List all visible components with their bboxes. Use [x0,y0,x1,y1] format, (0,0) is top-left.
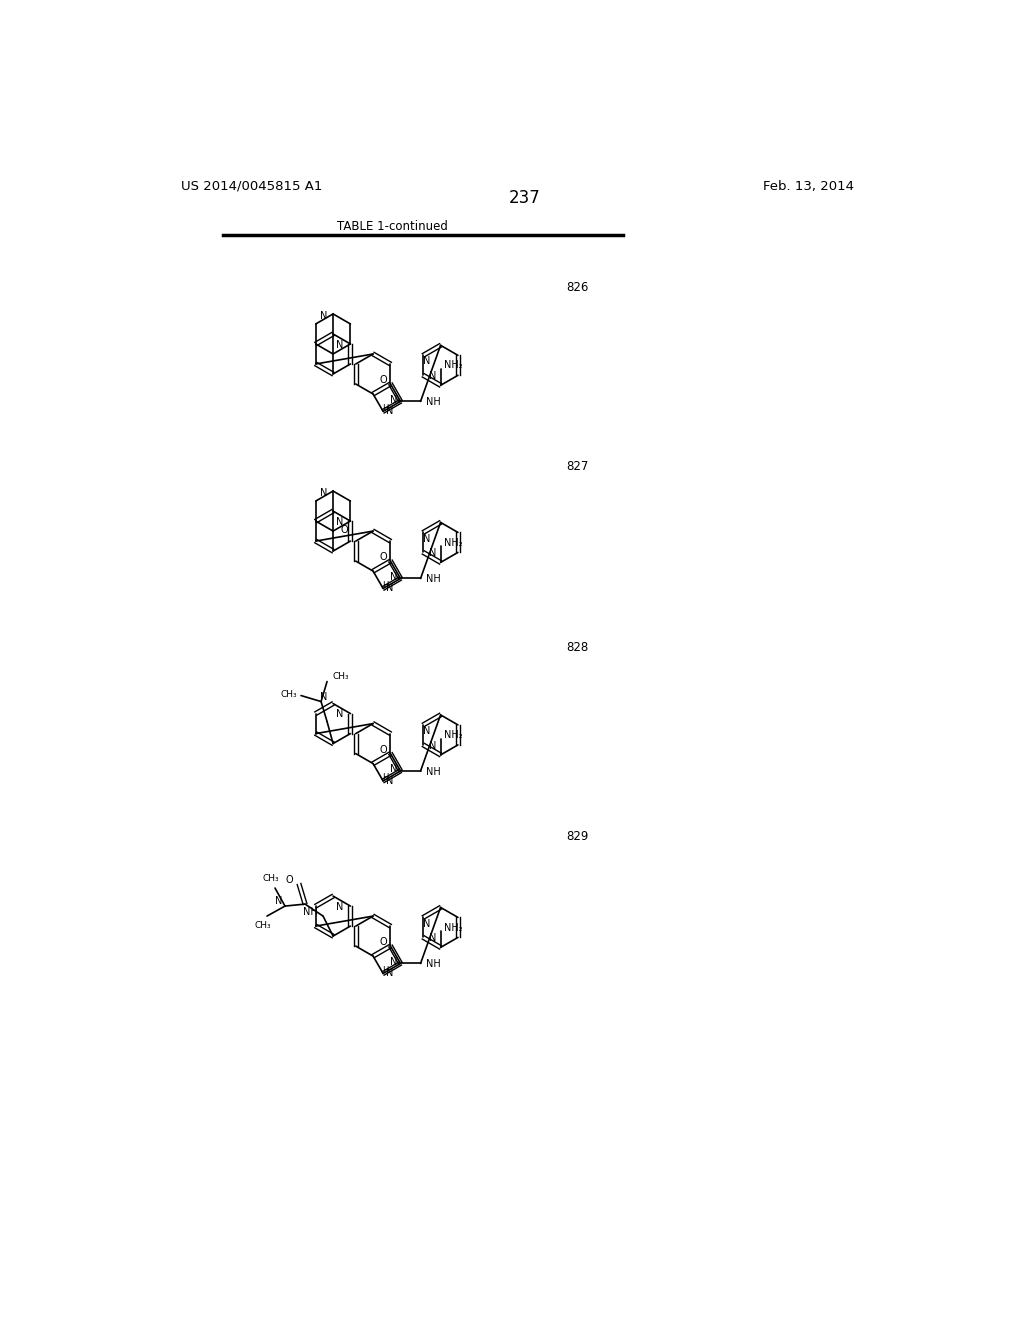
Text: N: N [423,533,431,544]
Text: NH₂: NH₂ [443,537,462,548]
Text: 237: 237 [509,190,541,207]
Text: O: O [379,375,387,385]
Text: N: N [390,957,397,968]
Text: N: N [336,709,343,719]
Text: O: O [286,875,294,886]
Text: N: N [386,776,394,785]
Text: H: H [382,966,388,975]
Text: N: N [390,395,397,405]
Text: N: N [423,726,431,737]
Text: H: H [382,581,388,590]
Text: NH₂: NH₂ [443,923,462,932]
Text: N: N [275,896,283,906]
Text: N: N [336,517,343,527]
Text: NH: NH [426,767,440,776]
Text: O: O [379,937,387,948]
Text: N: N [336,339,343,350]
Text: 827: 827 [566,459,589,473]
Text: N: N [429,548,436,558]
Text: TABLE 1-continued: TABLE 1-continued [337,219,447,232]
Text: CH₃: CH₃ [281,689,297,698]
Text: N: N [386,969,394,978]
Text: N: N [386,407,394,416]
Text: N: N [336,902,343,912]
Text: N: N [321,488,328,499]
Text: N: N [423,356,431,367]
Text: 829: 829 [566,829,589,842]
Text: N: N [321,312,328,321]
Text: N: N [390,764,397,775]
Text: N: N [429,933,436,944]
Text: 828: 828 [566,640,588,653]
Text: O: O [340,524,348,535]
Text: NH₂: NH₂ [443,360,462,371]
Text: NH: NH [303,907,318,917]
Text: N: N [386,583,394,594]
Text: N: N [423,919,431,928]
Text: NH: NH [426,574,440,585]
Text: H: H [382,774,388,783]
Text: H: H [382,404,388,413]
Text: N: N [390,572,397,582]
Text: Feb. 13, 2014: Feb. 13, 2014 [763,180,854,193]
Text: N: N [429,371,436,381]
Text: CH₃: CH₃ [263,874,280,883]
Text: NH: NH [426,397,440,407]
Text: NH₂: NH₂ [443,730,462,741]
Text: 826: 826 [566,281,589,294]
Text: CH₃: CH₃ [255,921,271,929]
Text: NH: NH [426,960,440,969]
Text: N: N [429,741,436,751]
Text: CH₃: CH₃ [333,672,349,681]
Text: O: O [379,744,387,755]
Text: O: O [379,552,387,562]
Text: US 2014/0045815 A1: US 2014/0045815 A1 [180,180,322,193]
Text: N: N [319,692,327,702]
